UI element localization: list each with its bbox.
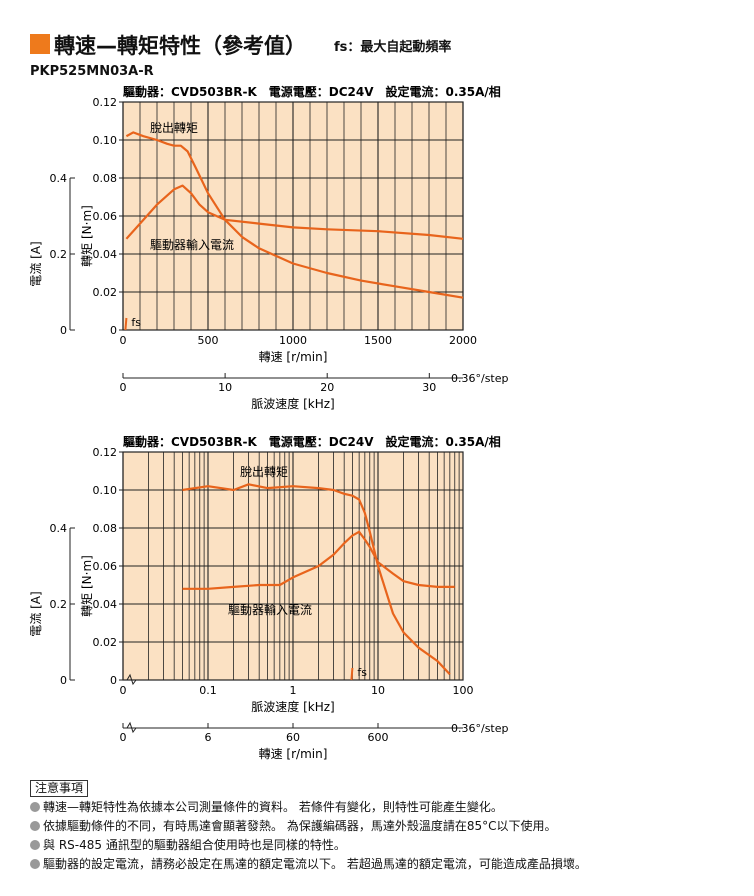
fs-marker	[124, 317, 128, 331]
secondary-tick-label: 60	[286, 731, 300, 744]
current-axis-label: 電流 [A]	[29, 241, 43, 286]
axis-break	[123, 673, 137, 686]
y-tick-label: 0.02	[93, 636, 118, 649]
y-tick-label: 0.02	[93, 286, 118, 299]
secondary-tick-label: 600	[368, 731, 389, 744]
secondary-tick-label: 0	[120, 731, 127, 744]
note-item-1: 轉速—轉矩特性為依據本公司測量條件的資料。 若條件有變化，則特性可能產生變化。	[30, 798, 503, 815]
annotation-fs: fs	[357, 666, 367, 679]
x-tick-label-zero: 0	[120, 684, 127, 697]
annotation-pullout-torque: 脫出轉矩	[150, 120, 198, 135]
series-line-input-current	[125, 184, 464, 240]
y-tick-label: 0.08	[93, 172, 118, 185]
notes-heading: 注意事項	[30, 780, 89, 797]
current-tick-label: 0	[60, 674, 67, 687]
note-text: 驅動器的設定電流，請務必設定在馬達的額定電流以下。 若超過馬達的額定電流，可能造…	[43, 857, 587, 871]
current-tick-label: 0.2	[50, 598, 68, 611]
y-tick-label: 0.10	[93, 484, 118, 497]
y-tick-label: 0.08	[93, 522, 118, 535]
x-tick-label: 0	[120, 334, 127, 347]
x-tick-label: 10	[371, 684, 385, 697]
plot-frame	[122, 451, 464, 681]
bullet-icon	[30, 802, 40, 812]
x-tick-label: 1000	[279, 334, 307, 347]
x-tick-label: 100	[453, 684, 474, 697]
series-line-pullout-torque	[182, 483, 451, 676]
secondary-tick-label: 6	[205, 731, 212, 744]
current-tick-label: 0.2	[50, 248, 68, 261]
current-tick-label: 0.4	[50, 522, 68, 535]
secondary-axis-label: 轉速 [r/min]	[259, 747, 328, 760]
series-line-input-current	[182, 530, 455, 590]
note-item-4: 驅動器的設定電流，請務必設定在馬達的額定電流以下。 若超過馬達的額定電流，可能造…	[30, 855, 587, 872]
secondary-tick-label: 30	[422, 381, 436, 394]
annotation-input-current: 驅動器輸入電流	[150, 237, 234, 252]
y-tick-label: 0.10	[93, 134, 118, 147]
x-tick-label: 2000	[449, 334, 477, 347]
y-tick-label: 0.04	[93, 598, 118, 611]
plot-frame	[122, 101, 464, 331]
page-title: 轉速—轉矩特性（參考值）	[54, 34, 306, 58]
bullet-icon	[30, 859, 40, 869]
secondary-tick-label: 10	[218, 381, 232, 394]
title-marker	[30, 34, 50, 54]
chart-condition: 驅動器：CVD503BR-K 電源電壓：DC24V 設定電流：0.35A/相	[123, 84, 501, 99]
chart-condition: 驅動器：CVD503BR-K 電源電壓：DC24V 設定電流：0.35A/相	[123, 434, 501, 449]
fs-marker	[350, 667, 354, 681]
current-tick-label: 0.4	[50, 172, 68, 185]
note-item-2: 依據驅動條件的不同，有時馬達會顯著發熱。 為保護編碼器，馬達外殼溫度請在85°C…	[30, 817, 556, 834]
note-text: 與 RS-485 通訊型的驅動器組合使用時也是同樣的特性。	[43, 838, 346, 852]
note-text: 轉速—轉矩特性為依據本公司測量條件的資料。 若條件有變化，則特性可能產生變化。	[43, 800, 503, 814]
y-tick-label: 0.12	[93, 96, 118, 109]
x-axis-label: 轉速 [r/min]	[259, 350, 328, 364]
x-axis-label: 脈波速度 [kHz]	[251, 699, 334, 714]
y-tick-label: 0.12	[93, 446, 118, 459]
y-tick-label: 0.06	[93, 560, 118, 573]
note-item-3: 與 RS-485 通訊型的驅動器組合使用時也是同樣的特性。	[30, 836, 346, 853]
note-text: 依據驅動條件的不同，有時馬達會顯著發熱。 為保護編碼器，馬達外殼溫度請在85°C…	[43, 819, 557, 833]
annotation-pullout-torque: 脫出轉矩	[240, 464, 288, 479]
step-angle-label: 0.36°/step	[451, 722, 509, 735]
annotation-input-current: 驅動器輸入電流	[228, 602, 312, 617]
secondary-tick-label: 20	[320, 381, 334, 394]
y-axis-label: 轉矩 [N·m]	[80, 555, 94, 617]
x-tick-label: 1	[290, 684, 297, 697]
y-tick-label: 0	[110, 674, 117, 687]
current-axis-label: 電流 [A]	[29, 591, 43, 636]
secondary-tick-label: 0	[120, 381, 127, 394]
secondary-axis-label: 脈波速度 [kHz]	[251, 396, 334, 410]
y-tick-label: 0	[110, 324, 117, 337]
axis-break	[123, 721, 137, 734]
y-tick-label: 0.06	[93, 210, 118, 223]
x-tick-label: 0.1	[199, 684, 217, 697]
bullet-icon	[30, 821, 40, 831]
annotation-fs: fs	[131, 316, 141, 329]
step-angle-label: 0.36°/step	[451, 372, 509, 385]
title-note: fs：最大自起動頻率	[334, 40, 452, 55]
current-tick-label: 0	[60, 324, 67, 337]
model-name: PKP525MN03A-R	[30, 64, 154, 79]
chart-speed-torque: 驅動器：CVD503BR-K 電源電壓：DC24V 設定電流：0.35A/相00…	[29, 84, 509, 410]
y-tick-label: 0.04	[93, 248, 118, 261]
y-axis-label: 轉矩 [N·m]	[80, 205, 94, 267]
chart-pulse-torque: 驅動器：CVD503BR-K 電源電壓：DC24V 設定電流：0.35A/相00…	[29, 434, 509, 760]
series-line-pullout-torque	[125, 131, 464, 299]
bullet-icon	[30, 840, 40, 850]
x-tick-label: 1500	[364, 334, 392, 347]
x-tick-label: 500	[198, 334, 219, 347]
